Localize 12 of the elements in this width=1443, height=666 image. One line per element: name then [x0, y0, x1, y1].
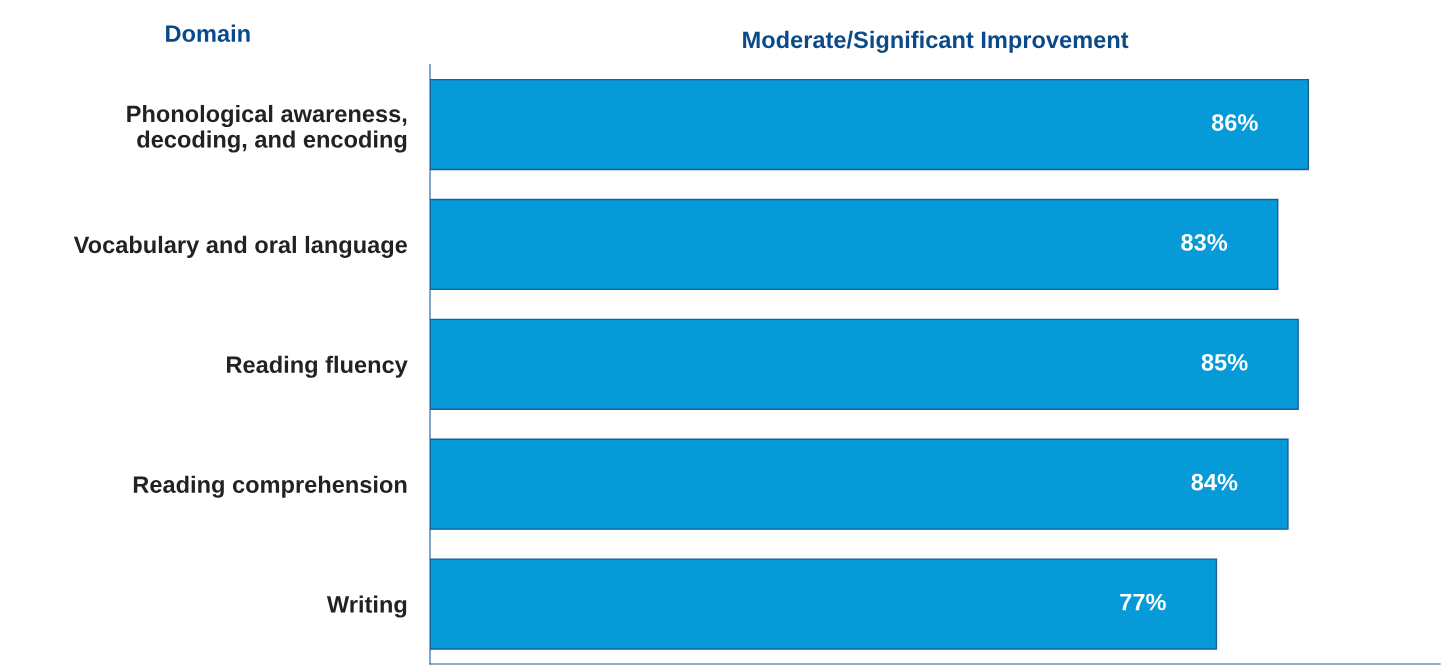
y-tick-label: Reading fluency — [227, 355, 408, 378]
data-label: 85% — [1201, 353, 1248, 371]
chart-title: Moderate/Significant Improvement — [743, 30, 1129, 53]
y-tick-label: Writing — [326, 595, 407, 618]
data-label: 86% — [1211, 114, 1258, 131]
data-label: 77% — [1120, 593, 1166, 611]
y-tick-label: Phonological awareness, decoding, and encoding — [127, 104, 407, 153]
y-tick-label: Vocabulary and oral language — [73, 235, 408, 258]
y-tick-label: Reading comprehension — [133, 475, 407, 498]
y-axis-title: Domain — [166, 24, 250, 42]
data-label: 83% — [1181, 234, 1228, 251]
data-label: 84% — [1191, 473, 1238, 491]
